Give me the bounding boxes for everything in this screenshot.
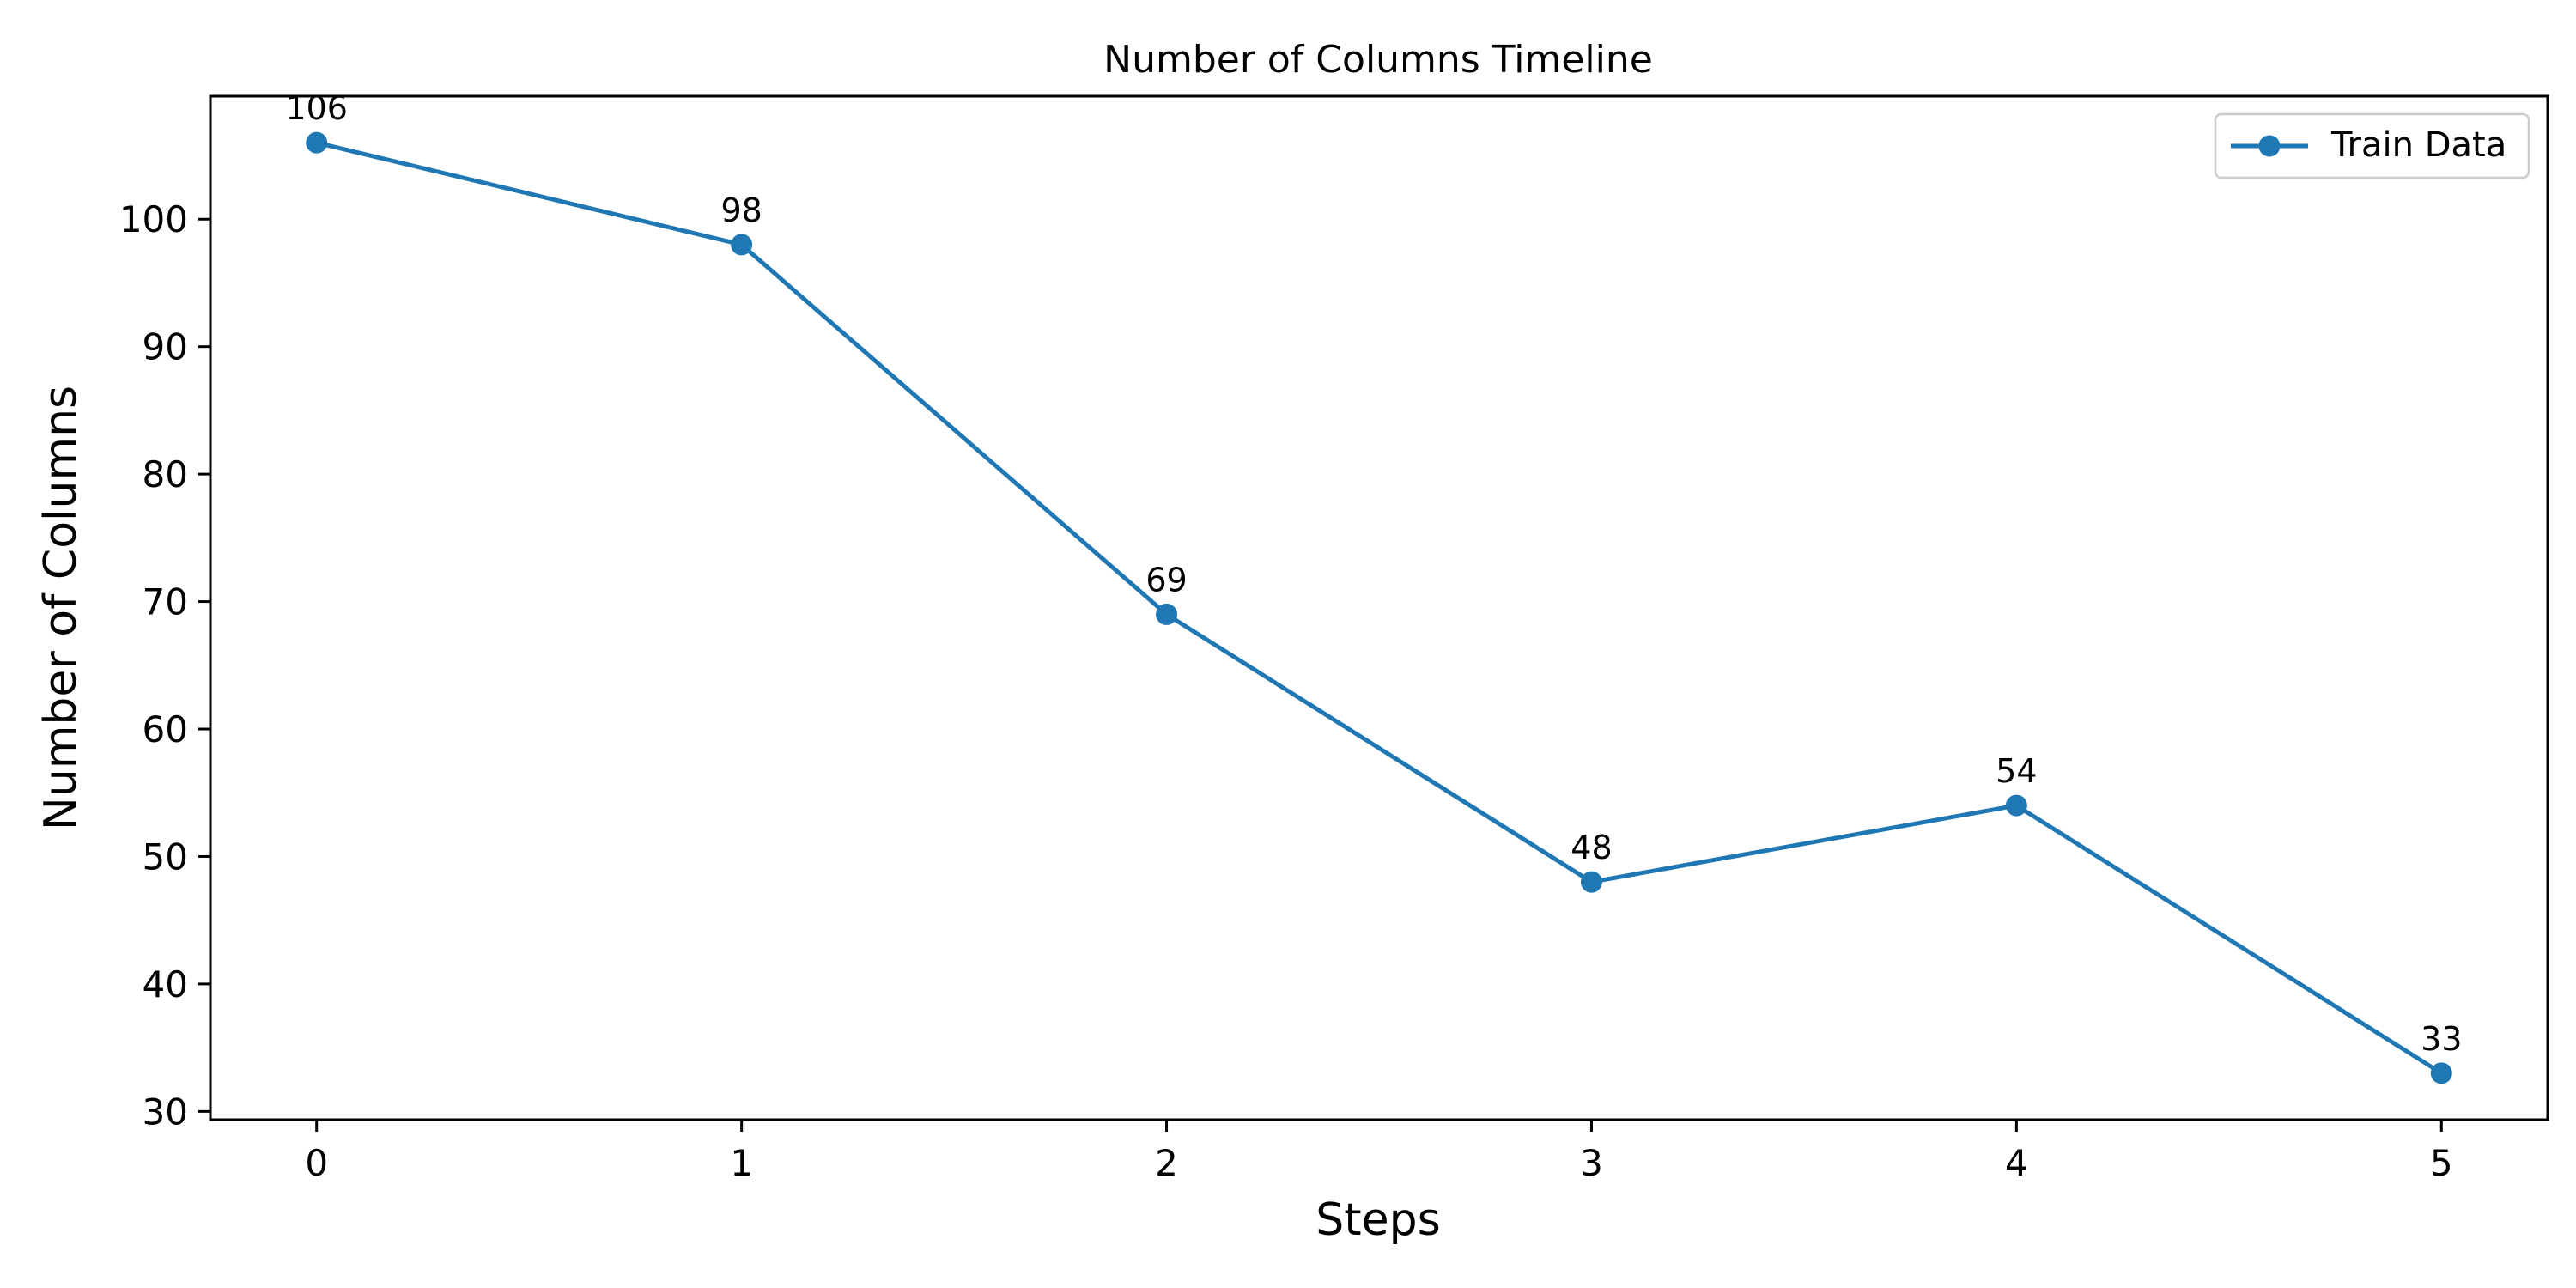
data-point: [306, 131, 328, 154]
x-tick-label: 3: [1580, 1142, 1603, 1184]
legend-label: Train Data: [2330, 125, 2506, 165]
data-point: [1580, 871, 1602, 893]
data-label: 98: [720, 191, 762, 229]
x-tick-label: 5: [2430, 1142, 2453, 1184]
data-point: [1156, 603, 1178, 625]
chart-title: Number of Columns Timeline: [1103, 38, 1653, 82]
data-label: 54: [1996, 752, 2037, 790]
x-axis-label: Steps: [1315, 1194, 1441, 1246]
y-axis-label: Number of Columns: [35, 386, 87, 830]
x-tick-label: 1: [730, 1142, 753, 1184]
legend-marker-circle: [2258, 135, 2281, 157]
data-label: 33: [2421, 1020, 2462, 1058]
data-label: 48: [1571, 829, 1612, 866]
legend: Train Data: [2214, 112, 2530, 179]
x-tick-label: 4: [2005, 1142, 2028, 1184]
series-layer: [306, 131, 2452, 1084]
y-axis: 30 40 50 60 70 80 90 100: [119, 198, 210, 1133]
x-axis: 0 1 2 3 4 5: [305, 1120, 2453, 1184]
y-tick-label: 60: [143, 708, 188, 750]
y-tick-label: 100: [119, 198, 188, 240]
y-tick-label: 50: [143, 835, 188, 878]
x-tick-label: 2: [1155, 1142, 1178, 1184]
data-point: [731, 234, 753, 256]
data-label-layer: 106 98 69 48 54 33: [285, 89, 2462, 1058]
series-line-train-data: [316, 140, 2443, 1075]
data-label: 69: [1145, 561, 1187, 598]
data-point: [2430, 1062, 2452, 1084]
y-tick-label: 30: [143, 1091, 188, 1133]
y-tick-label: 70: [143, 581, 188, 623]
y-tick-label: 80: [143, 453, 188, 495]
plot-area-frame: [209, 94, 2549, 1121]
data-point: [2005, 794, 2027, 817]
data-label: 106: [285, 89, 348, 127]
legend-box: [2214, 112, 2530, 179]
x-tick-label: 0: [305, 1142, 328, 1184]
y-tick-label: 90: [143, 326, 188, 368]
y-tick-label: 40: [143, 963, 188, 1005]
